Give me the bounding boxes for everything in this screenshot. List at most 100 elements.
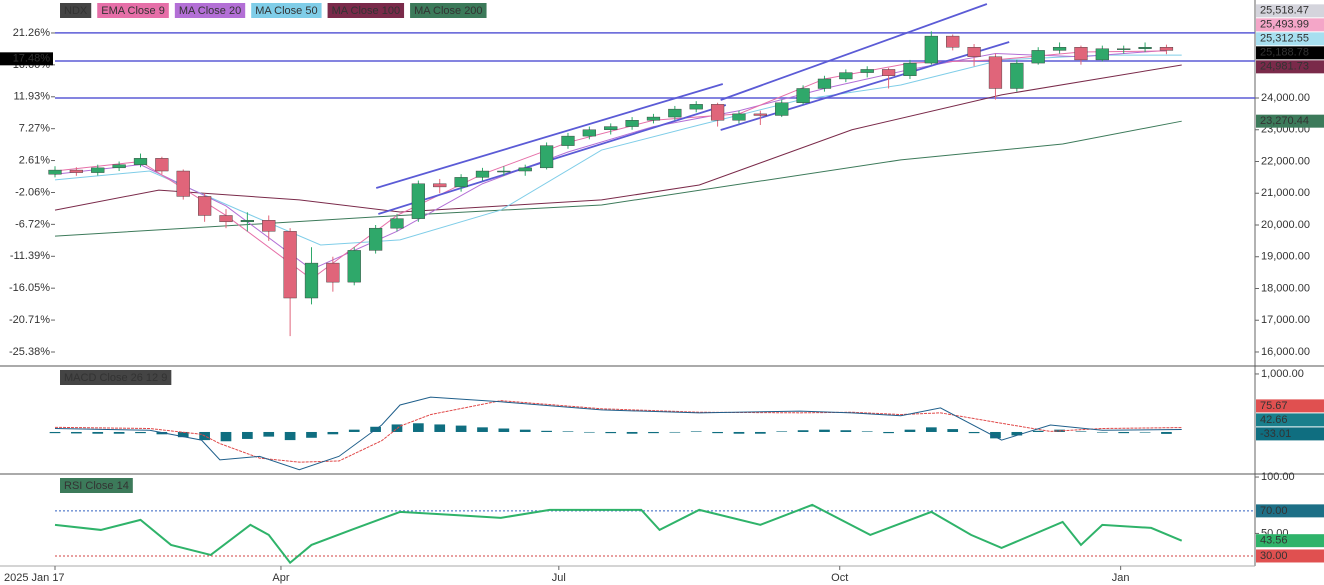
histogram-bar — [733, 431, 745, 434]
candle-body — [1010, 62, 1024, 89]
histogram-bar — [990, 431, 1001, 439]
price-tag — [1256, 46, 1324, 60]
histogram-bar — [1118, 431, 1130, 434]
candle-body — [881, 69, 896, 76]
histogram-bar — [861, 431, 873, 432]
y2-tick-label: -25.38% — [9, 346, 50, 358]
y2-tick-label: -16.05% — [9, 282, 50, 294]
price-tag-label: 43.56 — [1260, 535, 1288, 547]
histogram-bar — [755, 431, 766, 434]
y-tick-label: 17,000.00 — [1261, 314, 1310, 326]
panel-title-bg — [60, 478, 133, 493]
ma-line — [54, 64, 1182, 213]
histogram-bar — [135, 431, 146, 434]
y2-tick-label: -20.71% — [9, 314, 50, 326]
price-tag-label: 24,981.73 — [1260, 61, 1309, 73]
rsi-line — [54, 503, 1183, 565]
histogram-bar — [925, 427, 937, 432]
candle-body — [689, 104, 703, 110]
histogram-bar — [541, 430, 552, 432]
price-tag-label: 25,188.78 — [1260, 47, 1309, 59]
candle-body — [518, 167, 532, 172]
candle-body — [133, 158, 148, 165]
price-tag-label: 25,518.47 — [1260, 5, 1309, 17]
histogram-bar — [819, 429, 830, 432]
candle-body — [155, 158, 169, 172]
price-tag — [1256, 32, 1324, 46]
y-tick-label: 24,000.00 — [1261, 92, 1310, 104]
histogram-bar — [455, 425, 467, 432]
price-tag — [1256, 399, 1324, 413]
candle-body — [903, 62, 917, 76]
histogram-bar — [519, 429, 531, 432]
candle-body — [1074, 47, 1088, 61]
candle-body — [262, 220, 276, 232]
histogram-bar — [92, 431, 104, 434]
y-tick-label: 1,000.00 — [1261, 368, 1304, 380]
histogram-bar — [947, 429, 959, 432]
y-tick-label: 22,000.00 — [1261, 155, 1310, 167]
candle-body — [988, 56, 1003, 89]
candle-body — [1159, 47, 1174, 51]
candle-body — [433, 183, 447, 188]
y2-tick-label: -11.39% — [10, 250, 50, 262]
candle-body — [112, 164, 126, 169]
legend-entry-bg — [174, 3, 246, 18]
candle-body — [368, 227, 383, 251]
histogram-bar — [177, 431, 189, 438]
histogram-bar — [690, 431, 702, 432]
panel-title: MACD Close 26 12 9 — [64, 372, 167, 384]
candle-body — [924, 35, 938, 64]
histogram-bar — [306, 431, 317, 438]
y2-tick-label: 11.93% — [14, 91, 51, 103]
histogram-bar — [477, 427, 488, 432]
y-tick-label: 16,000.00 — [1261, 346, 1310, 358]
histogram-bar — [71, 431, 82, 434]
legend-entry: EMA Close 9 — [101, 5, 165, 17]
candle-body — [539, 145, 554, 169]
y-tick-label: 18,000.00 — [1261, 282, 1310, 294]
price-tag-label: 75.67 — [1260, 400, 1288, 412]
histogram-bar — [626, 431, 638, 434]
histogram-bar — [797, 430, 809, 432]
histogram-bar — [434, 424, 446, 432]
price-tag — [1256, 427, 1324, 441]
candle-body — [839, 72, 853, 80]
histogram-bar — [1075, 431, 1087, 432]
trend-line — [720, 41, 1010, 131]
legend-entry-bg — [410, 3, 487, 18]
candle-body — [732, 113, 746, 121]
candle-body — [91, 167, 105, 173]
x-tick-label: Oct — [831, 572, 848, 584]
candle-body — [1138, 47, 1152, 49]
price-tag-label: -33.01 — [1260, 428, 1291, 440]
legend-entry: MA Close 20 — [179, 5, 241, 17]
price-tag-label: 25,493.99 — [1260, 19, 1309, 31]
price-tag — [1256, 504, 1324, 518]
price-tag-label: 70.00 — [1260, 505, 1288, 517]
histogram-bar — [242, 431, 253, 439]
price-tag — [1256, 4, 1324, 18]
candle-body — [304, 262, 319, 299]
candle-body — [1095, 48, 1109, 61]
candle-body — [219, 215, 233, 223]
histogram-bar — [284, 431, 296, 441]
histogram-bar — [413, 423, 424, 432]
histogram-bar — [605, 431, 617, 434]
ma-line — [54, 120, 1182, 237]
candle-body — [48, 169, 62, 175]
macd-line — [54, 396, 1182, 471]
legend-entry: MA Close 200 — [414, 5, 482, 17]
x-tick-label: Apr — [272, 572, 289, 584]
price-tag-label: 42.66 — [1260, 414, 1288, 426]
price-tag-label: 23,270.44 — [1260, 115, 1309, 127]
candle-body — [497, 170, 511, 173]
y2-tick-label: -6.72% — [15, 218, 50, 230]
price-tag — [1256, 413, 1324, 427]
percent-tag — [0, 52, 53, 66]
histogram-bar — [968, 431, 980, 434]
histogram-bar — [1161, 431, 1172, 434]
candle-body — [967, 47, 981, 57]
candle-body — [240, 220, 254, 223]
